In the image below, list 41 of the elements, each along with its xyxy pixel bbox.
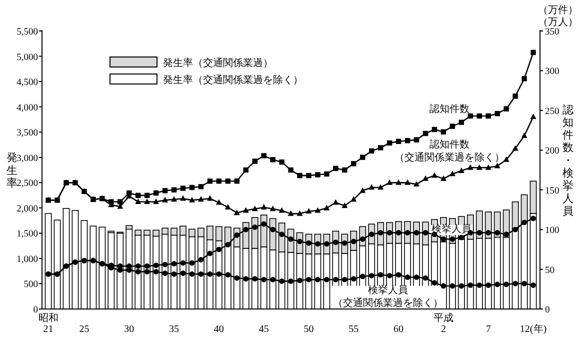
x-tick-label: 30 [124, 324, 134, 335]
y-tick-label: 4,000 [16, 103, 38, 114]
y2-tick-label: 50 [545, 266, 555, 276]
y2-tick-label: 250 [545, 106, 560, 117]
x-tick-label: 50 [304, 324, 314, 335]
legend-label: 発生率（交通関係業過） [163, 57, 273, 69]
y-tick-label: 3,000 [16, 154, 38, 164]
y-tick-label: 5,000 [16, 52, 38, 63]
y-tick-label: 4,500 [16, 78, 38, 88]
x-tick-label: 60 [394, 324, 404, 335]
y-tick-label: 1,000 [16, 254, 38, 265]
x-tick-label: 25 [79, 324, 90, 335]
series-label: 認知件数（交通関係業過を除く） [394, 138, 505, 164]
y2-tick-label: 0 [545, 306, 550, 316]
series-label: 検挙人員（交通関係業過を除く） [332, 284, 443, 309]
y2-tick-label: 100 [545, 226, 560, 236]
y-tick-label: 1,500 [16, 230, 38, 240]
x-tick-label: 55 [348, 324, 359, 335]
y-axis-title: 発生率 [6, 152, 18, 190]
x-tick-label: 12(年) [520, 323, 547, 335]
text: 認知件数・検挙人員 [562, 104, 574, 218]
y2-tick-label: 300 [545, 67, 560, 78]
x-tick-label: 40 [214, 324, 224, 335]
y-tick-label: 2,500 [16, 179, 38, 190]
x-tick-label: 45 [258, 324, 269, 335]
x-tick-label: 昭和21 [38, 312, 58, 335]
y-tick-label: 3,500 [16, 128, 38, 139]
y2-tick-label: 350 [545, 28, 560, 38]
y2-tick-label: 200 [545, 146, 560, 157]
x-tick-label: 平成2 [433, 312, 454, 335]
x-tick-label: 7 [486, 324, 491, 335]
x-tick-label: 35 [169, 324, 180, 335]
text: （万件） [538, 5, 578, 16]
y-tick-label: 2,000 [16, 204, 38, 214]
series-label: 認知件数 [430, 103, 470, 116]
legend-label: 発生率（交通関係業過を除く） [163, 74, 303, 86]
y2-tick-label: 150 [545, 186, 560, 196]
text: （万人） [538, 17, 578, 28]
y-tick-label: 0 [33, 306, 38, 316]
y-tick-label: 5,500 [16, 28, 38, 38]
y-tick-label: 500 [24, 280, 38, 290]
